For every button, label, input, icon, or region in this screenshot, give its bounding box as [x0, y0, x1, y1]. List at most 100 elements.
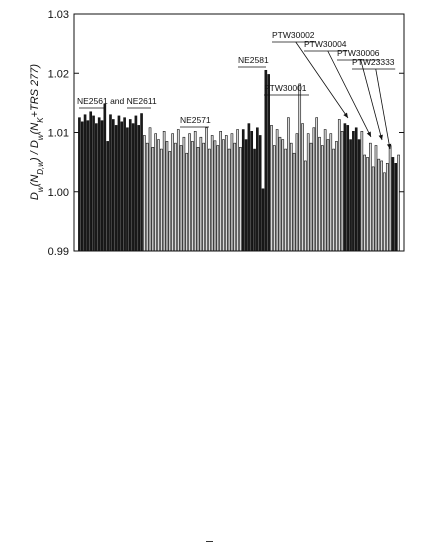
bar [267, 74, 270, 252]
bar [230, 133, 234, 252]
page-marker [206, 541, 213, 542]
bar [281, 139, 285, 252]
bar [298, 83, 302, 252]
arrow-head [366, 131, 371, 137]
bar [131, 123, 135, 252]
bar [253, 148, 256, 252]
bar [385, 163, 389, 252]
bar [191, 141, 194, 252]
bar [287, 117, 290, 252]
bar [250, 131, 254, 252]
bar [106, 141, 109, 252]
bar [174, 142, 177, 252]
y-axis-label: Dw(ND,w) / Dw(NK+TRS 277) [29, 64, 45, 200]
bars-layer [78, 69, 400, 252]
arrow-line [360, 59, 383, 141]
bar [160, 148, 163, 252]
bar [236, 129, 239, 252]
group-label: PTW30001 [264, 83, 307, 93]
bar [247, 123, 251, 252]
bar [335, 141, 338, 252]
bar [219, 131, 222, 252]
bar [318, 136, 321, 252]
y-tick-label: 0.99 [48, 246, 69, 258]
group-annotations: NE2561 and NE2611 NE2571 NE2581 PTW30001 PTW… [77, 30, 396, 150]
bar [397, 154, 400, 252]
bar [114, 125, 118, 252]
bar [185, 152, 189, 252]
bar [264, 69, 268, 252]
y-tick-label: 1.03 [48, 9, 69, 21]
bar [354, 127, 358, 252]
bar [337, 119, 341, 252]
bar [157, 139, 160, 252]
bar [128, 119, 132, 252]
bar [349, 139, 352, 252]
bar [380, 160, 383, 252]
bar [83, 114, 87, 252]
bar [210, 135, 214, 252]
bar [216, 145, 220, 252]
bar [369, 142, 372, 252]
bar [340, 131, 344, 252]
bar [140, 113, 143, 252]
bar [371, 166, 375, 252]
bar [193, 131, 197, 252]
y-axis: 0.99 1.00 1.01 1.02 1.03 [48, 9, 404, 258]
arrow-line [295, 41, 349, 119]
bar [123, 117, 126, 252]
bar [272, 145, 276, 252]
bar [111, 119, 115, 252]
bar [315, 117, 318, 252]
bar [284, 148, 287, 252]
bar [168, 151, 172, 252]
bar [332, 148, 335, 252]
arrow-line [375, 68, 391, 150]
y-tick-label: 1.02 [48, 68, 69, 80]
bar [126, 127, 129, 252]
y-tick-label: 1.01 [48, 128, 69, 140]
arrow-head [343, 112, 348, 118]
bar [162, 131, 166, 252]
bar [312, 127, 316, 252]
bar [239, 147, 242, 252]
bar [92, 115, 95, 252]
bar [321, 145, 324, 252]
bar [329, 133, 333, 252]
bar [205, 127, 208, 252]
bar [227, 148, 231, 252]
bar [78, 117, 81, 252]
bar [224, 135, 228, 252]
bar [109, 114, 112, 252]
bar [394, 163, 398, 252]
arrow-head [378, 134, 383, 140]
bar [80, 121, 84, 252]
bar [95, 123, 98, 252]
bar [117, 115, 121, 252]
bar [256, 127, 259, 252]
bar [295, 133, 299, 252]
bar [261, 188, 265, 252]
bar [171, 133, 174, 252]
bar [289, 142, 293, 252]
bar [270, 125, 273, 252]
bar [199, 136, 203, 252]
bar [278, 136, 282, 252]
bar [301, 123, 304, 252]
bar [233, 142, 237, 252]
group-label: PTW30004 [304, 39, 347, 49]
bar [165, 141, 169, 252]
bar [145, 142, 149, 252]
bar [86, 120, 90, 252]
bar [383, 172, 386, 252]
bar [346, 125, 350, 252]
arrow-head [386, 143, 392, 149]
bar [275, 129, 279, 252]
bar [213, 140, 217, 252]
bar [357, 139, 361, 252]
bar [89, 111, 93, 252]
bar [120, 121, 124, 252]
bar [323, 129, 327, 252]
bar [148, 127, 152, 252]
